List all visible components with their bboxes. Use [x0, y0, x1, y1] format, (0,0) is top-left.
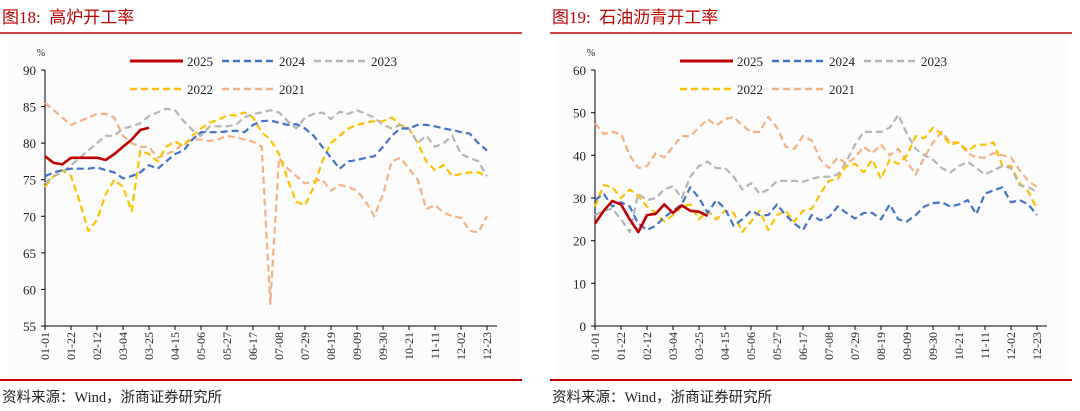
- x-tick-label: 09-30: [376, 332, 390, 360]
- y-tick-label: 85: [23, 100, 36, 115]
- legend-label-2023: 2023: [371, 54, 397, 69]
- series-line-2025: [593, 199, 709, 234]
- x-tick-label: 12-23: [1030, 332, 1044, 360]
- legend-label-2022: 2022: [737, 82, 763, 97]
- legend-label-2024: 2024: [279, 54, 306, 69]
- x-tick-label: 03-25: [692, 332, 706, 360]
- chart-panel-blast-furnace: 图18: 高炉开工率 % 55 60 65 70 75 80 85 90 01-01 01-22 02…: [0, 0, 522, 411]
- y-tick-label: 90: [23, 63, 36, 78]
- series-line-2024: [594, 186, 1038, 232]
- x-tick-label: 05-27: [220, 332, 234, 360]
- legend-label-2024: 2024: [829, 54, 856, 69]
- x-tick-label: 03-25: [142, 332, 156, 360]
- asphalt-chart: % 0 10 20 30 40 50 60 01-01 01-22 02-12 03-04 03-25 0…: [558, 38, 1070, 376]
- series-line-2023: [44, 107, 488, 185]
- title-divider: [0, 32, 522, 34]
- series-line-2022: [593, 126, 1038, 234]
- series-line-2022: [44, 111, 488, 232]
- x-tick-label: 09-30: [926, 332, 940, 360]
- legend-label-2022: 2022: [187, 82, 213, 97]
- x-tick-label: 05-06: [744, 332, 758, 360]
- y-tick-label: 60: [573, 63, 586, 78]
- x-tick-label: 07-29: [848, 332, 862, 360]
- y-tick-label: 30: [573, 191, 586, 206]
- plot-background: [8, 38, 520, 376]
- x-tick-label: 09-09: [350, 332, 364, 360]
- x-tick-label: 09-09: [900, 332, 914, 360]
- source-note: 资料来源：Wind，浙商证券研究所: [552, 390, 773, 406]
- legend-label-2025: 2025: [187, 54, 213, 69]
- x-tick-label: 04-15: [718, 332, 732, 360]
- y-tick-label: 80: [23, 136, 36, 151]
- x-tick-label: 05-27: [770, 332, 784, 360]
- y-tick-label: 40: [573, 148, 586, 163]
- y-tick-label: 65: [23, 246, 36, 261]
- x-tick-label: 06-17: [796, 332, 810, 360]
- x-tick-label: 10-21: [952, 332, 966, 360]
- y-tick-label: 75: [23, 173, 36, 188]
- chart-panel-asphalt: 图19: 石油沥青开工率 % 0 10 20 30 40 50 60 01-01 01-22 02-…: [550, 0, 1072, 411]
- chart-title: 图19: 石油沥青开工率: [552, 8, 719, 27]
- x-tick-label: 07-29: [298, 332, 312, 360]
- x-tick-label: 02-12: [90, 332, 104, 360]
- y-tick-label: 20: [573, 234, 586, 249]
- y-tick-label: 50: [573, 106, 586, 121]
- x-tick-label: 05-06: [194, 332, 208, 360]
- x-tick-label: 12-02: [1004, 332, 1018, 360]
- legend-label-2021: 2021: [829, 82, 855, 97]
- x-tick-label: 03-04: [666, 332, 680, 360]
- source-note: 资料来源：Wind，浙商证券研究所: [2, 390, 223, 406]
- y-tick-label: 10: [573, 276, 586, 291]
- source-divider: [550, 379, 1072, 381]
- x-tick-label: 03-04: [116, 332, 130, 360]
- y-axis-unit: %: [37, 48, 45, 59]
- x-tick-label: 01-01: [588, 332, 602, 360]
- series-line-2021: [44, 102, 488, 306]
- y-tick-label: 0: [580, 319, 587, 334]
- series-line-2025: [44, 126, 150, 166]
- y-tick-label: 55: [23, 319, 36, 334]
- x-tick-label: 11-11: [428, 332, 442, 359]
- y-axis-unit: %: [587, 48, 595, 59]
- x-tick-label: 12-02: [454, 332, 468, 360]
- x-tick-label: 02-12: [640, 332, 654, 360]
- x-tick-label: 04-15: [168, 332, 182, 360]
- x-tick-label: 08-19: [324, 332, 338, 360]
- blast-furnace-chart: % 55 60 65 70 75 80 85 90 01-01 01-22 02-12 03-04 03-…: [8, 38, 520, 376]
- x-tick-label: 01-01: [38, 332, 52, 360]
- y-tick-label: 70: [23, 209, 36, 224]
- chart-title: 图18: 高炉开工率: [2, 8, 135, 27]
- x-tick-label: 06-17: [246, 332, 260, 360]
- x-tick-label: 01-22: [614, 332, 628, 360]
- series-line-2023: [594, 113, 1038, 234]
- legend-label-2025: 2025: [737, 54, 763, 69]
- title-divider: [550, 32, 1072, 34]
- source-divider: [0, 379, 522, 381]
- x-tick-label: 11-11: [978, 332, 992, 359]
- x-tick-label: 07-08: [822, 332, 836, 360]
- legend-label-2023: 2023: [921, 54, 947, 69]
- series-line-2024: [44, 119, 488, 180]
- legend-label-2021: 2021: [279, 82, 305, 97]
- x-tick-label: 01-22: [64, 332, 78, 360]
- y-tick-label: 60: [23, 282, 36, 297]
- x-tick-label: 12-23: [480, 332, 494, 360]
- x-tick-label: 08-19: [874, 332, 888, 360]
- x-tick-label: 10-21: [402, 332, 416, 360]
- plot-background: [558, 38, 1070, 376]
- x-tick-label: 07-08: [272, 332, 286, 360]
